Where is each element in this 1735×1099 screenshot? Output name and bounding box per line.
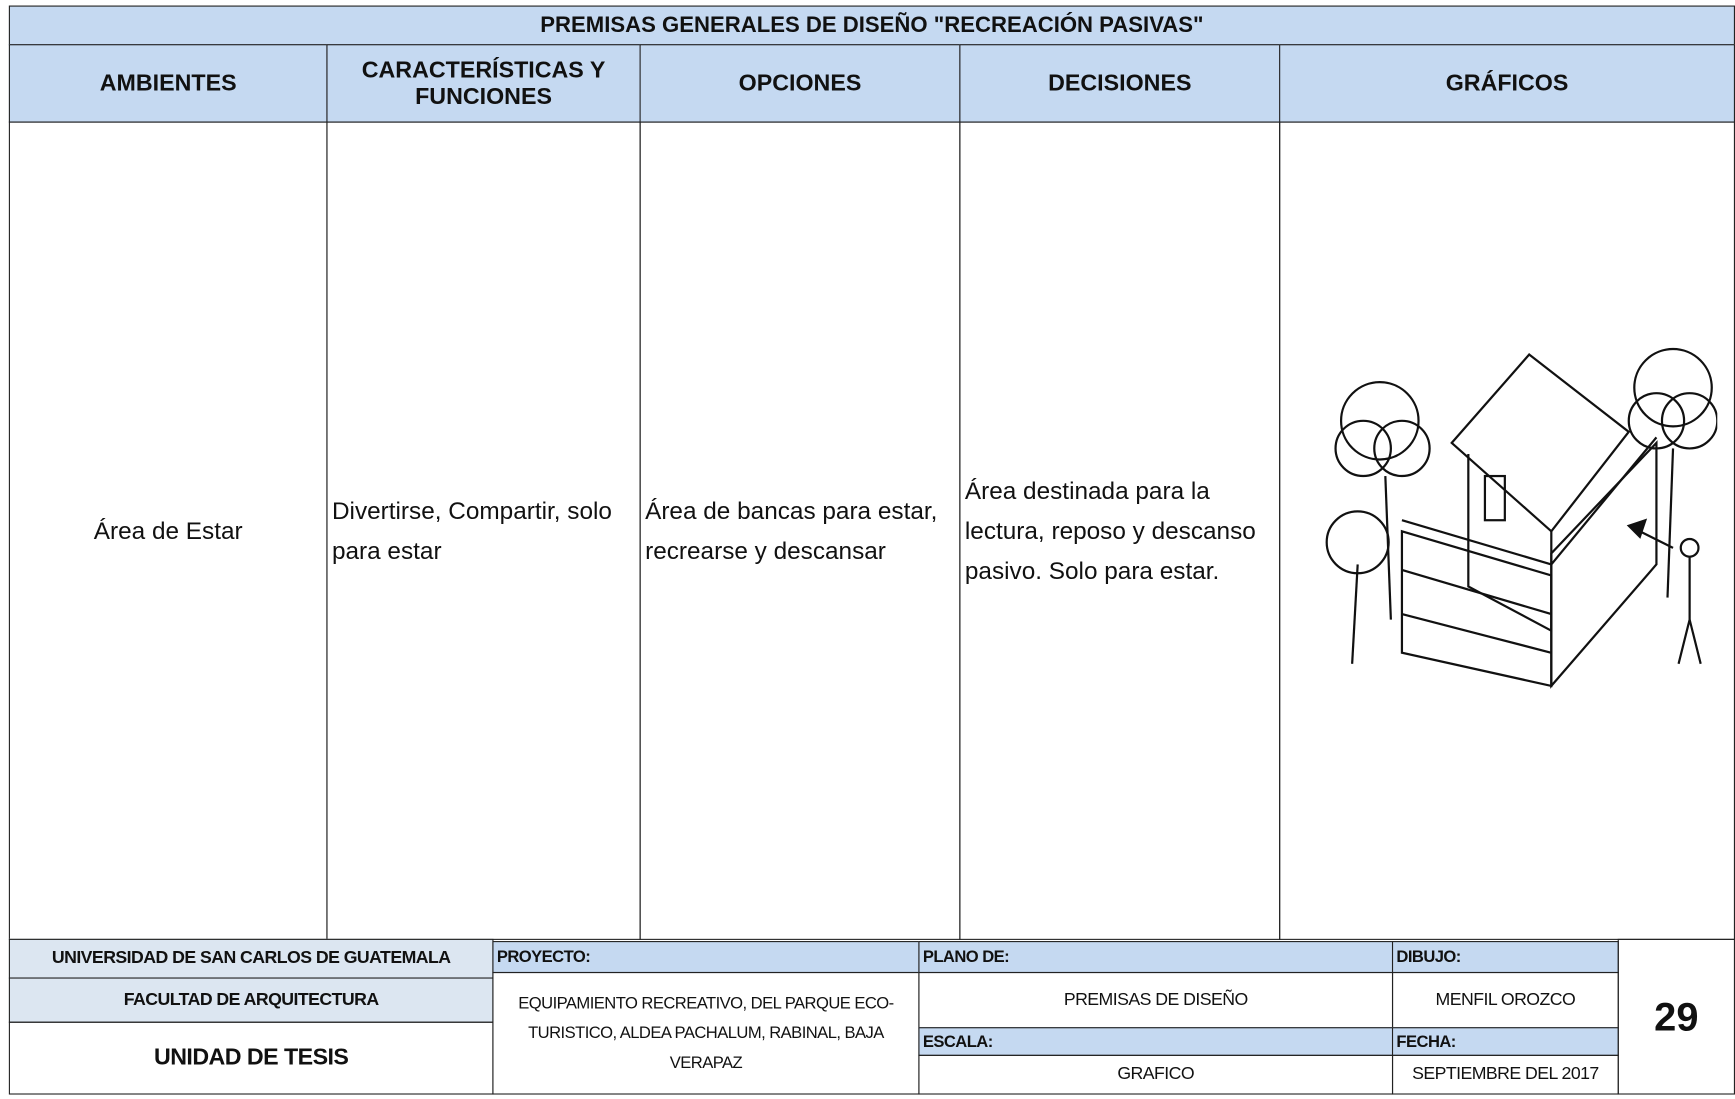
project-label: PROYECTO: [492, 941, 920, 974]
table-cell: Área de Estar [8, 121, 328, 940]
drawing: MENFIL OROZCO [1391, 971, 1619, 1029]
header-cell: GRÁFICOS [1279, 44, 1735, 123]
house-sketch [1325, 347, 1718, 689]
date-label: FECHA: [1391, 1027, 1619, 1056]
header-cell: OPCIONES [639, 44, 961, 123]
footer-unit: UNIDAD DE TESIS [8, 1021, 494, 1095]
page-number: 29 [1617, 938, 1735, 1095]
date: SEPTIEMBRE DEL 2017 [1391, 1054, 1619, 1095]
table-cell: Área destinada para la lectura, reposo y… [959, 121, 1281, 940]
plan-label: PLANO DE: [918, 941, 1394, 974]
drawing-label: DIBUJO: [1391, 941, 1619, 974]
plan: PREMISAS DE DISEÑO [918, 971, 1394, 1029]
footer-university: UNIVERSIDAD DE SAN CARLOS DE GUATEMALA [8, 938, 494, 979]
table-cell: Divertirse, Compartir, solo para estar [326, 121, 641, 940]
header-cell: DECISIONES [959, 44, 1281, 123]
project: EQUIPAMIENTO RECREATIVO, DEL PARQUE ECO-… [492, 971, 920, 1095]
scale-label: ESCALA: [918, 1027, 1394, 1056]
header-cell: CARACTERÍSTICAS Y FUNCIONES [326, 44, 641, 123]
table-cell: Área de bancas para estar, recrearse y d… [639, 121, 961, 940]
scale: GRAFICO [918, 1054, 1394, 1095]
graphic-cell [1279, 121, 1735, 940]
header-cell: AMBIENTES [8, 44, 328, 123]
footer-faculty: FACULTAD DE ARQUITECTURA [8, 977, 494, 1023]
title: PREMISAS GENERALES DE DISEÑO "RECREACIÓN… [8, 5, 1735, 46]
